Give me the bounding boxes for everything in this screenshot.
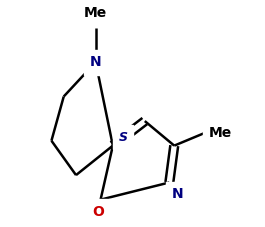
Text: Me: Me [209, 126, 232, 140]
Text: O: O [92, 205, 104, 219]
Text: N: N [172, 187, 183, 201]
Text: N: N [90, 55, 101, 69]
Text: S: S [119, 131, 128, 143]
Text: Me: Me [84, 6, 107, 20]
